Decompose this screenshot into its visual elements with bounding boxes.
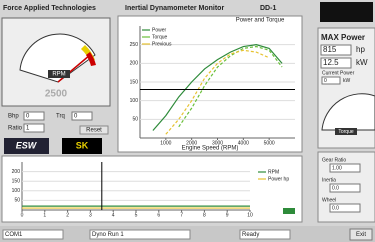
legend-label: Power bbox=[152, 27, 167, 33]
torque-label: Torque bbox=[338, 129, 354, 135]
title: Inertial Dynamometer Monitor bbox=[125, 5, 224, 12]
x-tick-label: 2000 bbox=[186, 140, 197, 146]
status-file: Dyno Run 1 bbox=[92, 232, 124, 238]
side-value: 0.0 bbox=[332, 205, 339, 211]
y-tick-label: 150 bbox=[130, 79, 139, 85]
logo-sk-text: SK bbox=[76, 140, 89, 150]
side-label: Inertia bbox=[322, 177, 336, 183]
current-unit: kW bbox=[343, 78, 351, 84]
field-label: Ratio bbox=[8, 126, 23, 132]
legend-label: Previous bbox=[152, 41, 172, 47]
y-tick-label: 50 bbox=[132, 117, 138, 123]
hp-unit: hp bbox=[356, 45, 365, 54]
gauge-label: RPM bbox=[52, 72, 65, 78]
current-label: Current Power bbox=[322, 70, 355, 76]
y-tick-label: 100 bbox=[130, 98, 139, 104]
power-chart-x-label: Engine Speed (RPM) bbox=[182, 146, 239, 152]
legend-label: Power hp bbox=[268, 176, 289, 182]
x-tick-label: 9 bbox=[226, 212, 229, 218]
model: DD-1 bbox=[260, 5, 276, 12]
gauge-value: 2500 bbox=[45, 89, 68, 100]
screen: Force Applied Technologies Inertial Dyna… bbox=[0, 0, 375, 242]
x-tick-label: 10 bbox=[247, 212, 253, 218]
x-tick-label: 3 bbox=[89, 212, 92, 218]
x-tick-label: 1000 bbox=[160, 140, 171, 146]
x-tick-label: 5 bbox=[135, 212, 138, 218]
field-label: Bhp bbox=[8, 114, 19, 120]
side-label: Gear Ratio bbox=[322, 157, 346, 163]
logo-box bbox=[320, 2, 373, 22]
x-tick-label: 6 bbox=[157, 212, 160, 218]
legend-label: RPM bbox=[268, 169, 279, 175]
company: Force Applied Technologies bbox=[3, 5, 96, 12]
y-tick-label: 150 bbox=[12, 179, 21, 185]
exit-label: Exit bbox=[356, 232, 366, 238]
x-tick-label: 7 bbox=[180, 212, 183, 218]
legend-label: Torque bbox=[152, 34, 168, 40]
y-tick-label: 50 bbox=[14, 198, 20, 204]
status-port: COM1 bbox=[5, 232, 23, 238]
kw-unit: kW bbox=[356, 58, 368, 67]
x-tick-label: 1 bbox=[43, 212, 46, 218]
x-tick-label: 2 bbox=[66, 212, 69, 218]
status-state: Ready bbox=[242, 232, 259, 238]
y-tick-label: 100 bbox=[12, 188, 21, 194]
side-label: Wheel bbox=[322, 197, 336, 203]
x-tick-label: 4000 bbox=[238, 140, 249, 146]
x-tick-label: 8 bbox=[203, 212, 206, 218]
max-title: MAX Power bbox=[321, 33, 365, 42]
logo-esw-text: ESW bbox=[16, 140, 38, 150]
y-tick-label: 250 bbox=[130, 42, 139, 48]
kw-value: 12.5 bbox=[323, 58, 339, 67]
x-tick-label: 3000 bbox=[212, 140, 223, 146]
current-value: 0 bbox=[324, 78, 327, 84]
trace-indicator bbox=[283, 208, 295, 214]
y-tick-label: 200 bbox=[130, 61, 139, 67]
side-value: 1.00 bbox=[332, 165, 342, 171]
x-tick-label: 0 bbox=[21, 212, 24, 218]
x-tick-label: 5000 bbox=[264, 140, 275, 146]
power-chart-title: Power and Torque bbox=[236, 18, 285, 24]
field-label: Trq bbox=[56, 114, 65, 120]
y-tick-label: 200 bbox=[12, 169, 21, 175]
hp-value: 815 bbox=[323, 45, 337, 54]
trace-chart-panel bbox=[2, 156, 302, 222]
x-tick-label: 4 bbox=[112, 212, 115, 218]
reset-label: Reset bbox=[86, 128, 102, 134]
side-value: 0.0 bbox=[332, 185, 339, 191]
